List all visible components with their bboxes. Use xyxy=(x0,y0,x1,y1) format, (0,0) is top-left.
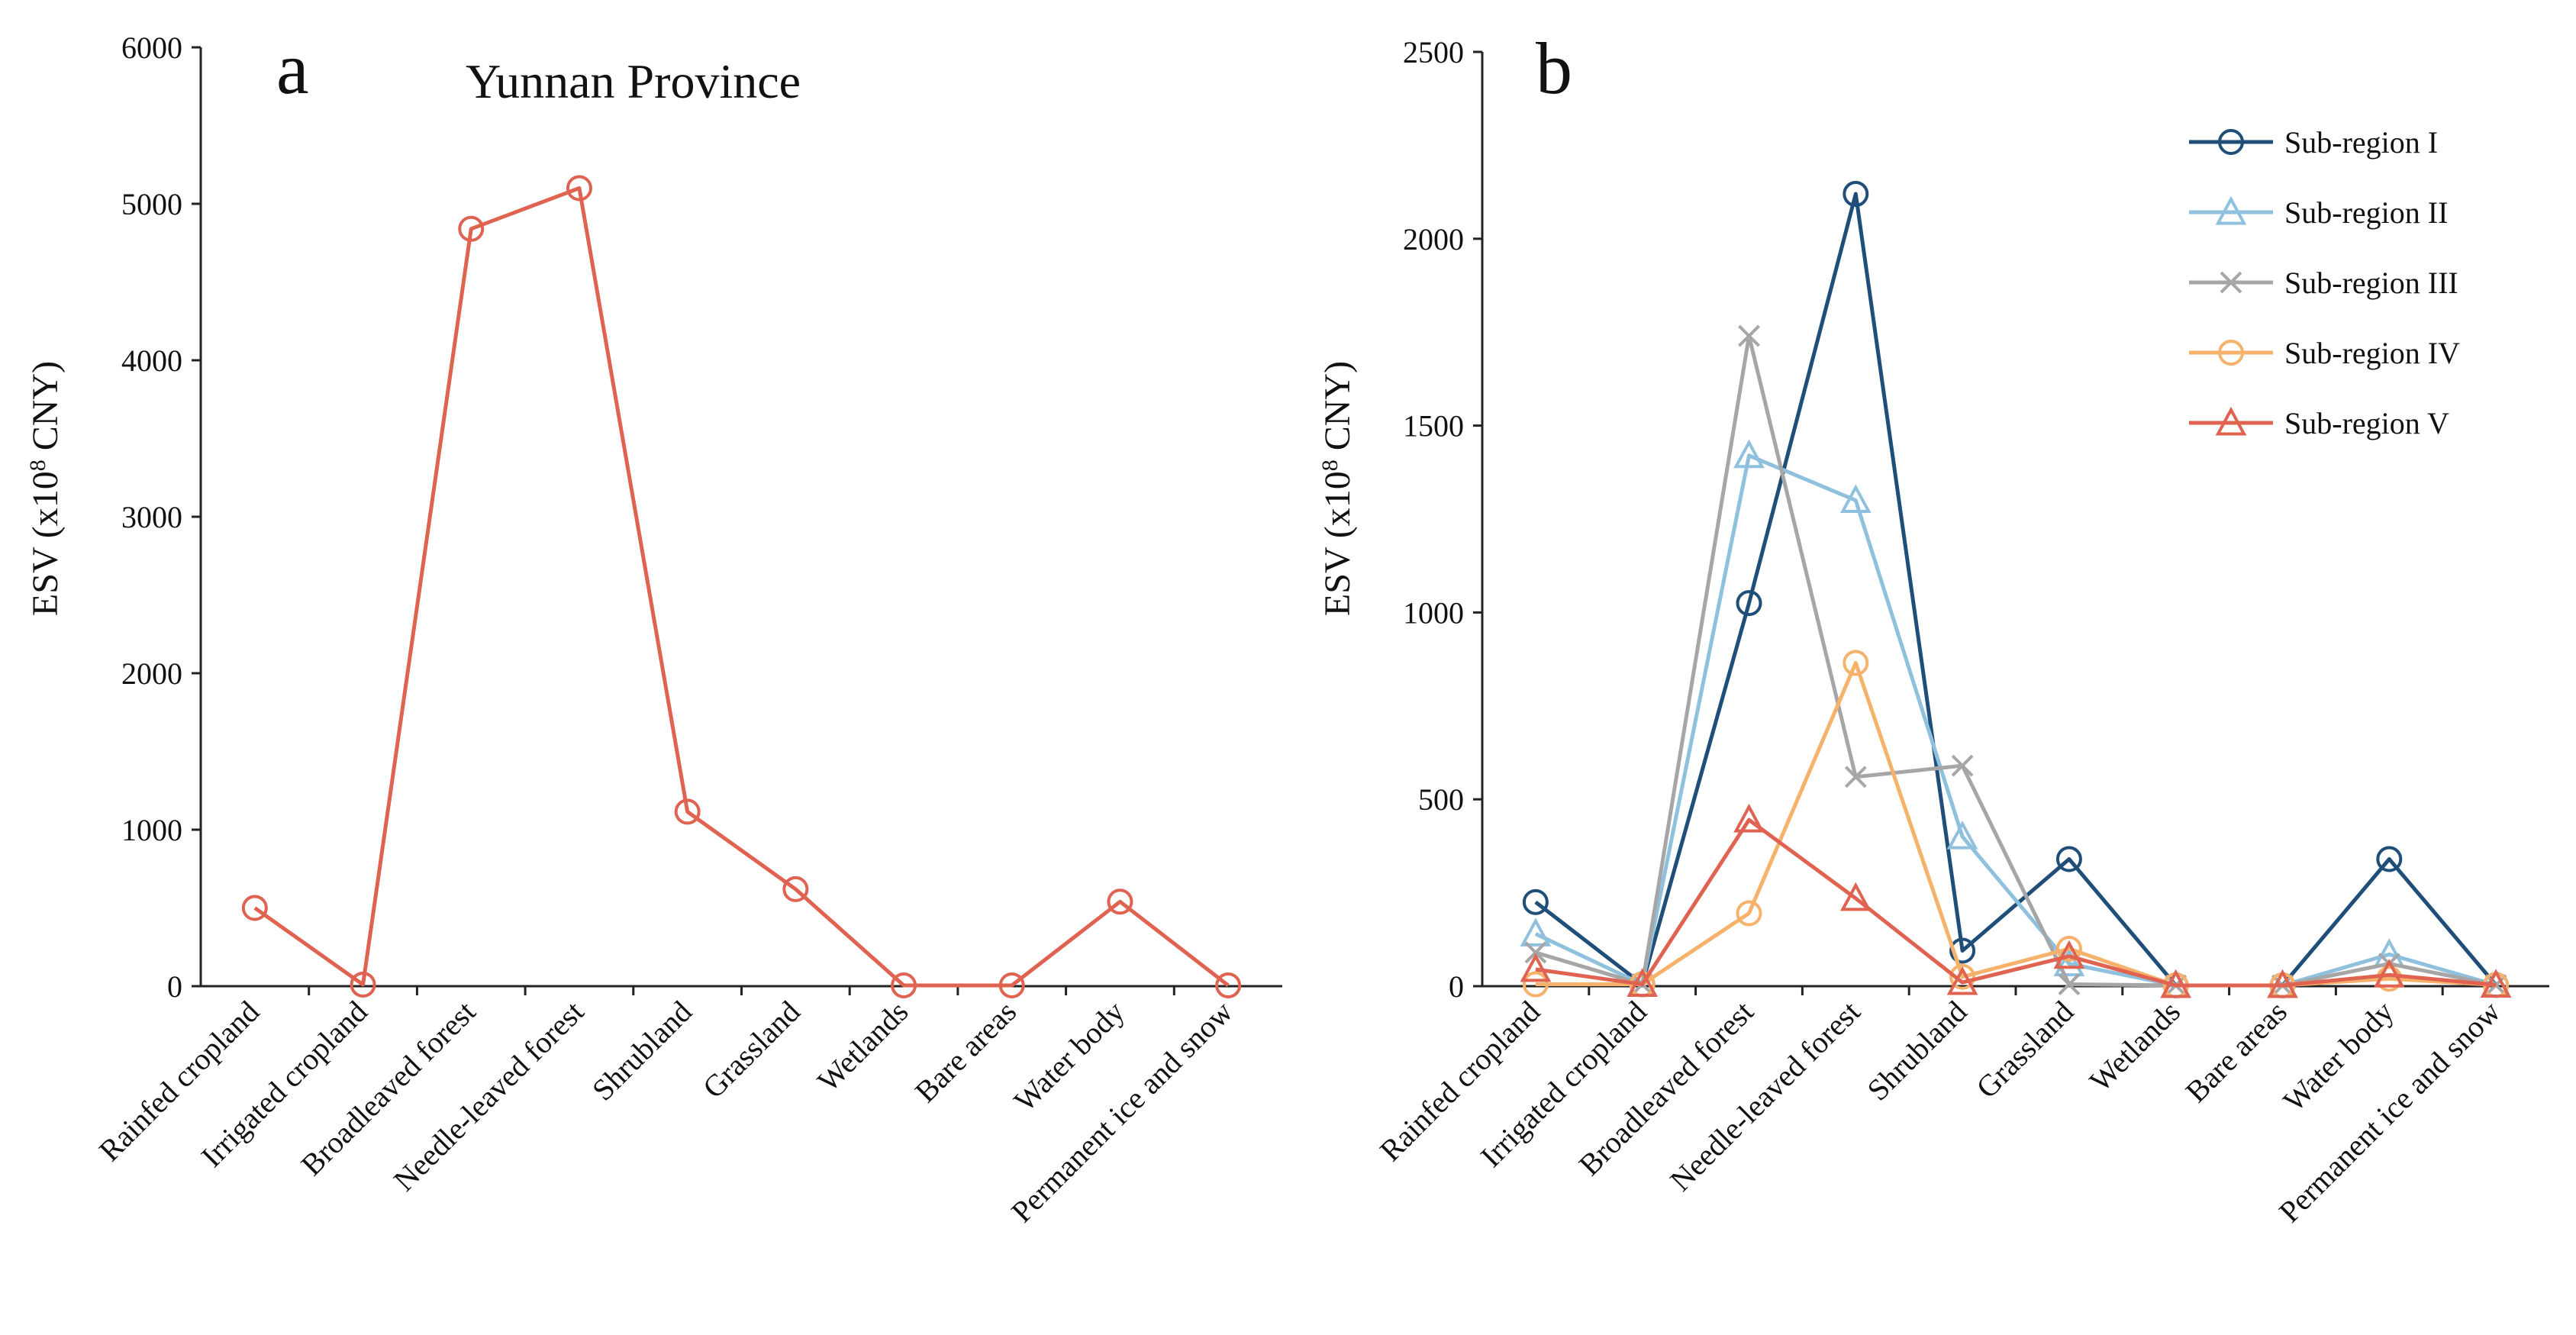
panel-b-y-tick-label: 2000 xyxy=(1403,222,1464,256)
panel-a-data-point xyxy=(458,215,485,242)
panel-b-data-point xyxy=(1839,882,1872,911)
legend-label: Sub-region II xyxy=(2284,195,2448,230)
panel-a-category-label: Wetlands xyxy=(811,995,914,1098)
panel-b-data-point xyxy=(2053,947,2085,977)
panel-a-data-point xyxy=(674,798,701,825)
panel-a-data-point xyxy=(350,971,376,998)
panel-a-y-tick-label: 0 xyxy=(167,969,182,1004)
panel-b-data-point xyxy=(1627,968,1659,998)
panel-b-data-point xyxy=(1946,966,1978,995)
legend-label: Sub-region III xyxy=(2284,266,2458,300)
panel-b-data-point xyxy=(2055,846,2082,872)
panel-a-y-axis-title: ESV (x108 CNY) xyxy=(25,361,66,616)
panel-b-series-line-4 xyxy=(1535,660,2497,988)
legend-marker xyxy=(2218,340,2244,366)
panel-b-series-line-3 xyxy=(1535,334,2497,988)
panel-b-data-point xyxy=(2267,969,2298,998)
panel-b-data-point xyxy=(2053,940,2085,969)
panel-b-data-point xyxy=(1520,917,1552,946)
panel-b-data-point xyxy=(2058,973,2081,995)
panel-b-data-point xyxy=(2480,969,2512,998)
panel-b-data-point xyxy=(2376,966,2403,992)
panel-b-y-tick-label: 1000 xyxy=(1403,595,1464,630)
panel-a-series-line-1 xyxy=(253,186,1230,988)
panel-b-y-tick-label: 0 xyxy=(1449,969,1464,1004)
panel-a-letter: a xyxy=(276,27,309,109)
panel-b-data-point xyxy=(2376,846,2403,872)
panel-a-y-tick-label: 6000 xyxy=(121,31,182,65)
panel-a-y-tick-label: 1000 xyxy=(121,813,182,847)
legend-marker xyxy=(2215,406,2247,436)
panel-b-data-point xyxy=(1843,650,1869,676)
panel-b-data-point xyxy=(1949,963,1976,990)
panel-b-category-label: Needle-leaved forest xyxy=(1663,995,1867,1198)
panel-b-data-point xyxy=(1946,820,1978,850)
panel-b-y-tick-label: 500 xyxy=(1418,782,1464,817)
legend-marker xyxy=(2218,129,2244,155)
panel-a-data-point xyxy=(1107,888,1133,915)
panel-b-data-point xyxy=(1733,439,1765,469)
panel-b-category-label: Wetlands xyxy=(2083,995,2187,1098)
panel-b-series-line-5 xyxy=(1535,817,2497,988)
panel-a-title: Yunnan Province xyxy=(466,54,801,108)
panel-b-data-point xyxy=(1736,900,1762,927)
panel-b-data-point xyxy=(1951,754,1974,777)
panel-b-data-point xyxy=(2055,936,2082,963)
panel-b-legend: Sub-region I Sub-region II Sub-region III S… xyxy=(2189,125,2460,440)
legend-label: Sub-region I xyxy=(2284,125,2438,160)
panel-b-data-point xyxy=(1524,941,1547,964)
panel-a-data-point xyxy=(241,895,268,921)
legend-label: Sub-region IV xyxy=(2284,336,2460,370)
legend-label: Sub-region V xyxy=(2284,406,2449,440)
panel-a-category-label: Needle-leaved forest xyxy=(387,995,591,1198)
panel-a-category-label: Permanent ice and snow xyxy=(1004,994,1240,1229)
panel-b-data-point xyxy=(1839,484,1872,513)
panel-a-category-label: Shrubland xyxy=(585,995,698,1108)
panel-b-data-point xyxy=(1844,766,1867,788)
panel-a-data-point xyxy=(566,175,592,202)
panel-a-category-label: Grassland xyxy=(696,995,807,1105)
panel-a-y-tick-label: 3000 xyxy=(121,500,182,534)
panel-b-ylabel-sup: 8 xyxy=(1317,460,1343,471)
panel-a-data-point xyxy=(1215,972,1242,998)
panel-b-series-line-1 xyxy=(1534,192,2498,988)
panel-a-ylabel-tail: CNY) xyxy=(25,361,66,460)
panel-a-data-point xyxy=(998,972,1025,998)
panel-b-y-axis-title: ESV (x108 CNY) xyxy=(1317,361,1358,616)
panel-a-y-tick-label: 4000 xyxy=(121,343,182,378)
panel-b-ylabel-main: ESV (x10 xyxy=(1317,471,1358,616)
panel-a-y-tick-label: 2000 xyxy=(121,656,182,691)
panel-b-data-point xyxy=(1520,953,1552,982)
panel-b-data-point xyxy=(1843,181,1869,208)
panel-a-ylabel-main: ESV (x10 xyxy=(25,471,66,616)
panel-a-data-point xyxy=(782,875,809,902)
legend-marker xyxy=(2220,271,2242,294)
panel-a-y-tick-label: 5000 xyxy=(121,187,182,221)
panel-b-y-tick-label: 2500 xyxy=(1403,35,1464,69)
panel-b-category-label: Grassland xyxy=(1969,995,2080,1105)
panel-b-data-point xyxy=(1736,590,1762,617)
panel-b-data-point xyxy=(1949,937,1976,964)
panel-b-data-point xyxy=(2160,969,2192,998)
panel-b-ylabel-tail: CNY) xyxy=(1317,361,1358,460)
panel-b-category-label: Permanent ice and snow xyxy=(2272,994,2507,1229)
panel-b-data-point xyxy=(1733,803,1765,833)
panel-a-ylabel-sup: 8 xyxy=(25,460,50,471)
panel-b-data-point xyxy=(1522,971,1549,998)
panel-b-data-point xyxy=(1738,324,1760,347)
legend-marker xyxy=(2215,195,2247,225)
panel-b-data-point xyxy=(1522,888,1549,915)
panel-b-category-label: Bare areas xyxy=(2178,995,2293,1109)
panel-b-series-line-2 xyxy=(1534,453,2497,988)
panel-a-category-label: Bare areas xyxy=(908,995,1023,1109)
panel-b-data-point xyxy=(2373,959,2405,988)
panel-b-y-tick-label: 1500 xyxy=(1403,409,1464,443)
panel-a-data-point xyxy=(891,972,917,998)
panel-b-category-label: Shrubland xyxy=(1860,995,1973,1108)
panel-b-letter: b xyxy=(1536,27,1572,109)
